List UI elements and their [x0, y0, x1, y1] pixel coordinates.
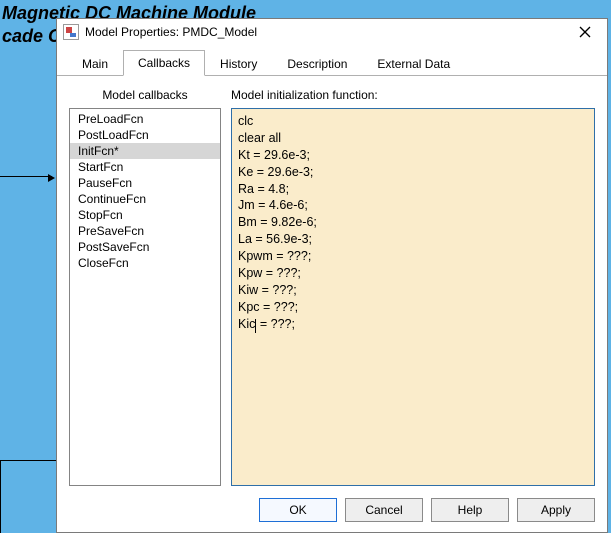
callback-item[interactable]: StartFcn — [70, 159, 220, 175]
callback-item[interactable]: PauseFcn — [70, 175, 220, 191]
bg-wire-h — [0, 176, 52, 177]
model-properties-dialog: Model Properties: PMDC_Model MainCallbac… — [56, 18, 608, 533]
callback-item[interactable]: PostLoadFcn — [70, 127, 220, 143]
callback-item[interactable]: PreSaveFcn — [70, 223, 220, 239]
callback-item[interactable]: ContinueFcn — [70, 191, 220, 207]
bg-wire-v — [0, 460, 1, 533]
callbacks-panel: Model callbacks PreLoadFcnPostLoadFcnIni… — [69, 84, 221, 486]
callback-item[interactable]: PostSaveFcn — [70, 239, 220, 255]
tab-history[interactable]: History — [205, 51, 272, 76]
callback-list[interactable]: PreLoadFcnPostLoadFcnInitFcn*StartFcnPau… — [69, 108, 221, 486]
simulink-icon — [63, 24, 79, 40]
callback-item[interactable]: CloseFcn — [70, 255, 220, 271]
callback-item[interactable]: StopFcn — [70, 207, 220, 223]
tab-external-data[interactable]: External Data — [362, 51, 465, 76]
callback-item[interactable]: InitFcn* — [70, 143, 220, 159]
editor-panel: Model initialization function: clc clear… — [231, 84, 595, 486]
apply-button[interactable]: Apply — [517, 498, 595, 522]
tab-bar: MainCallbacksHistoryDescriptionExternal … — [57, 45, 607, 76]
content-area: Model callbacks PreLoadFcnPostLoadFcnIni… — [57, 76, 607, 490]
tab-callbacks[interactable]: Callbacks — [123, 50, 205, 76]
titlebar: Model Properties: PMDC_Model — [57, 19, 607, 45]
button-row: OK Cancel Help Apply — [57, 490, 607, 532]
dialog-title: Model Properties: PMDC_Model — [85, 25, 569, 39]
close-icon — [579, 26, 591, 38]
ok-button[interactable]: OK — [259, 498, 337, 522]
editor-header: Model initialization function: — [231, 84, 595, 108]
tab-main[interactable]: Main — [67, 51, 123, 76]
editor-text-tail: = ???; — [256, 317, 295, 331]
tab-description[interactable]: Description — [272, 51, 362, 76]
cancel-button[interactable]: Cancel — [345, 498, 423, 522]
bg-wire-h2 — [0, 460, 56, 461]
code-editor[interactable]: clc clear all Kt = 29.6e-3; Ke = 29.6e-3… — [231, 108, 595, 486]
help-button[interactable]: Help — [431, 498, 509, 522]
callback-item[interactable]: PreLoadFcn — [70, 111, 220, 127]
close-button[interactable] — [569, 22, 601, 42]
callbacks-header: Model callbacks — [69, 84, 221, 108]
bg-wire-arrow — [48, 174, 55, 182]
